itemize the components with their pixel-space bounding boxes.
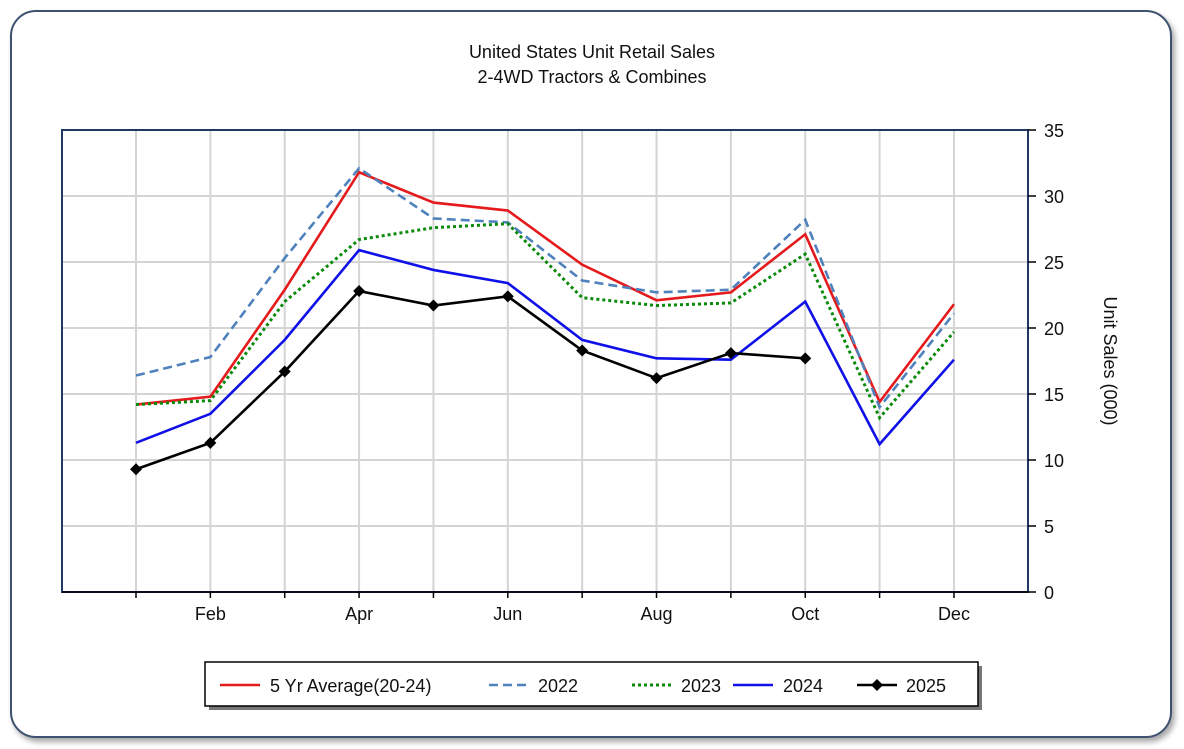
data-point-marker xyxy=(576,344,589,357)
series-line-2024 xyxy=(135,248,955,447)
chart-title: United States Unit Retail Sales xyxy=(469,42,715,62)
y-tick-label: 0 xyxy=(1044,583,1054,603)
x-tick-label: Feb xyxy=(195,604,226,624)
chart-subtitle: 2-4WD Tractors & Combines xyxy=(477,67,706,87)
data-point-marker xyxy=(353,285,366,298)
legend-label: 2025 xyxy=(906,676,946,696)
x-tick-label: Dec xyxy=(938,604,970,624)
data-point-marker xyxy=(724,347,737,360)
series-line-5-yr-average-20-24- xyxy=(135,170,955,406)
legend-label: 5 Yr Average(20-24) xyxy=(270,676,431,696)
series-line-2023 xyxy=(135,222,956,421)
data-point-marker xyxy=(427,299,440,312)
y-tick-label: 10 xyxy=(1044,451,1064,471)
y-tick-label: 20 xyxy=(1044,319,1064,339)
data-point-marker xyxy=(501,290,514,303)
legend-label: 2022 xyxy=(538,676,578,696)
legend: 5 Yr Average(20-24) 2022 2023 2024 2025 xyxy=(204,661,982,710)
chart-panel xyxy=(10,10,1172,738)
y-tick-label: 15 xyxy=(1044,385,1064,405)
legend-marker xyxy=(871,679,883,691)
data-point-marker xyxy=(130,463,142,476)
series-line-2022 xyxy=(135,166,955,410)
x-tick-label: Oct xyxy=(791,604,819,624)
y-tick-label: 5 xyxy=(1044,517,1054,537)
data-point-marker xyxy=(799,352,812,365)
data-point-marker xyxy=(650,372,663,385)
y-tick-label: 25 xyxy=(1044,253,1064,273)
series-line-2025 xyxy=(135,289,806,471)
plot-area-border xyxy=(61,129,1029,593)
y-axis-label: Unit Sales (000) xyxy=(1100,296,1120,425)
data-point-marker xyxy=(204,436,217,449)
legend-label: 2023 xyxy=(681,676,721,696)
legend-label: 2024 xyxy=(783,676,823,696)
x-tick-label: Jun xyxy=(493,604,522,624)
x-tick-label: Apr xyxy=(345,604,373,624)
x-tick-label: Aug xyxy=(641,604,673,624)
data-point-marker xyxy=(278,365,291,378)
y-tick-label: 30 xyxy=(1044,187,1064,207)
y-tick-label: 35 xyxy=(1044,121,1064,141)
